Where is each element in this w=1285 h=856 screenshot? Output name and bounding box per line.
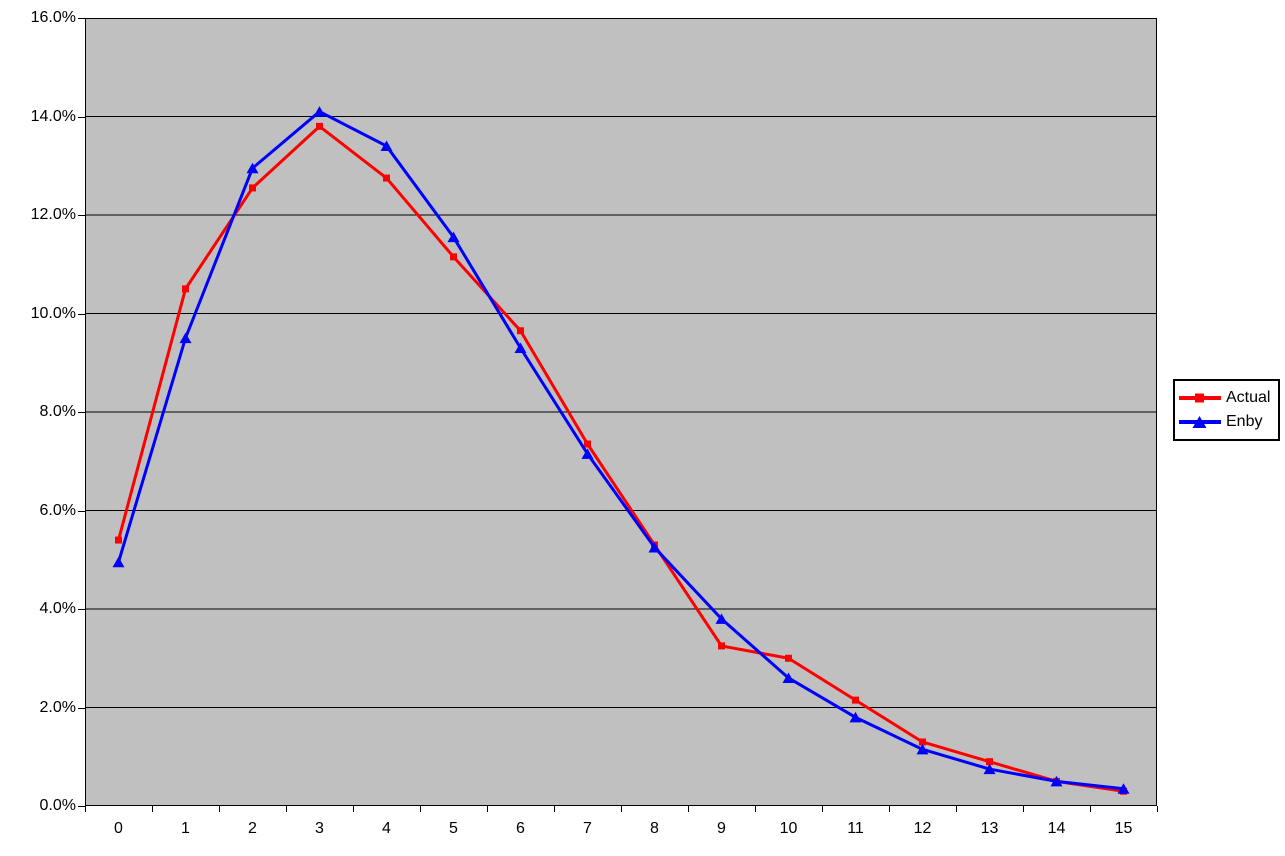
y-axis-tick: [78, 116, 85, 118]
x-axis-tick: [353, 806, 354, 812]
data-point-actual-1: [182, 285, 189, 293]
data-point-enby-11: [849, 711, 862, 723]
x-axis-tick: [487, 806, 488, 812]
data-point-enby-0: [112, 556, 125, 568]
y-axis-label: 0.0%: [39, 797, 76, 814]
x-axis-label: 2: [248, 820, 257, 837]
y-axis-tick: [78, 313, 85, 315]
data-point-actual-2: [249, 184, 256, 192]
x-axis-tick: [420, 806, 421, 812]
x-axis-tick: [755, 806, 756, 812]
data-point-actual-10: [785, 654, 792, 662]
data-point-actual-5: [450, 253, 457, 261]
data-point-enby-1: [179, 332, 192, 344]
y-axis-tick: [78, 215, 85, 216]
data-point-enby-14: [1050, 775, 1063, 787]
x-axis-label: 10: [779, 820, 798, 837]
data-point-actual-11: [852, 696, 859, 704]
x-axis-label: 11: [847, 820, 864, 837]
x-axis-label: 3: [315, 820, 324, 837]
y-axis-label: 10.0%: [30, 304, 76, 322]
x-axis-tick: [554, 806, 555, 812]
x-axis-label: 0: [114, 820, 123, 837]
y-axis-label: 14.0%: [30, 107, 76, 125]
x-axis-label: 4: [382, 820, 391, 837]
data-point-actual-12: [919, 738, 926, 746]
x-axis-tick: [219, 806, 220, 812]
y-axis-tick: [78, 806, 85, 807]
plot-area: [85, 18, 1157, 806]
x-axis-tick: [621, 806, 622, 812]
data-point-enby-2: [246, 162, 259, 174]
legend-entry-enby: Enby: [1178, 413, 1275, 431]
x-axis-tick: [152, 806, 153, 812]
y-axis-label: 16.0%: [30, 9, 76, 26]
data-point-enby-10: [782, 672, 795, 683]
data-point-enby-15: [1117, 783, 1130, 794]
actual-series-line-marker-icon: [1179, 393, 1221, 403]
x-axis-label: 8: [650, 820, 659, 837]
data-point-enby-5: [447, 231, 460, 243]
data-point-actual-3: [316, 122, 323, 130]
data-point-enby-9: [715, 613, 728, 624]
legend: Actual Enby: [1173, 379, 1280, 441]
x-axis-tick: [1157, 806, 1158, 812]
data-point-actual-7: [584, 440, 591, 448]
data-point-enby-6: [514, 342, 527, 353]
y-axis-label: 4.0%: [39, 600, 76, 617]
series-line-actual: [117, 124, 1124, 793]
x-axis-tick: [85, 806, 86, 812]
y-axis-label: 8.0%: [39, 403, 76, 420]
x-axis-label: 1: [181, 820, 190, 837]
x-axis-label: 15: [1114, 820, 1133, 837]
data-point-enby-3: [313, 106, 326, 117]
legend-label-actual: Actual: [1226, 389, 1271, 406]
legend-entry-actual: Actual: [1178, 389, 1275, 407]
y-axis-tick: [78, 609, 85, 610]
x-axis-label: 6: [516, 820, 525, 837]
data-point-enby-13: [983, 763, 996, 775]
x-axis-label: 12: [913, 820, 932, 837]
y-axis-tick: [78, 707, 85, 709]
data-point-enby-12: [916, 743, 929, 755]
x-axis-tick: [956, 806, 957, 812]
enby-series-line-marker-icon: [1179, 416, 1221, 428]
plot-border: [85, 18, 1157, 806]
data-point-actual-6: [517, 327, 524, 335]
y-axis-tick: [78, 18, 85, 19]
data-point-actual-9: [718, 642, 725, 650]
x-axis-label: 14: [1047, 820, 1066, 837]
y-axis-label: 6.0%: [39, 501, 76, 519]
data-point-enby-4: [380, 140, 393, 152]
data-point-actual-4: [383, 174, 390, 182]
x-axis-label: 13: [980, 820, 999, 837]
series-line-enby: [117, 110, 1124, 791]
legend-label-enby: Enby: [1226, 413, 1263, 430]
x-axis-tick: [1023, 806, 1024, 812]
x-axis-tick: [286, 806, 287, 812]
x-axis-tick: [1090, 806, 1091, 812]
data-point-enby-7: [581, 448, 594, 459]
y-axis-tick: [78, 510, 85, 512]
y-axis-tick: [78, 412, 85, 413]
y-axis-label: 2.0%: [39, 698, 76, 716]
chart-plot-svg: [85, 18, 1157, 806]
x-axis-tick: [822, 806, 823, 812]
x-axis-tick: [889, 806, 890, 812]
data-point-actual-13: [986, 758, 993, 766]
x-axis-label: 5: [449, 820, 458, 837]
y-axis-label: 12.0%: [30, 206, 76, 223]
x-axis-label: 7: [583, 820, 592, 837]
data-point-enby-8: [648, 541, 661, 553]
data-point-actual-0: [115, 536, 122, 544]
x-axis-label: 9: [717, 820, 726, 837]
x-axis-tick: [688, 806, 689, 812]
